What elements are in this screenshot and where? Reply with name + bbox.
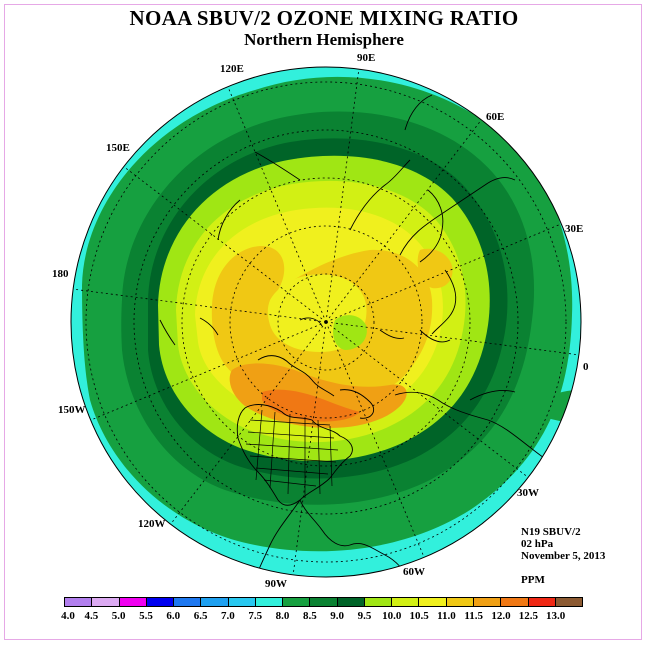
band-8-0-wedge	[520, 390, 575, 425]
colorbar-swatch	[201, 598, 229, 606]
colorbar-tick-label: 8.0	[275, 610, 290, 622]
lon-label-180: 180	[52, 268, 69, 280]
colorbar-swatch	[310, 598, 338, 606]
colorbar-swatch	[392, 598, 420, 606]
lon-label-150e: 150E	[106, 142, 130, 154]
band-11-0-east	[417, 248, 453, 289]
lon-label-30w: 30W	[517, 487, 539, 499]
lon-label-60w: 60W	[403, 566, 425, 578]
colorbar-swatch	[419, 598, 447, 606]
colorbar-swatch	[528, 598, 556, 606]
lon-label-90e: 90E	[357, 52, 376, 64]
colorbar-tick-label: 13.0	[546, 610, 566, 622]
colorbar-swatch	[174, 598, 202, 606]
colorbar-tick-label: 11.5	[464, 610, 484, 622]
colorbar-tick-label: 9.0	[330, 610, 345, 622]
colorbar-tick-label: 5.5	[139, 610, 153, 622]
map-subtitle: Northern Hemisphere	[244, 30, 404, 49]
lon-label-150w: 150W	[58, 404, 86, 416]
colorbar-swatch	[65, 598, 93, 606]
ozone-field	[71, 67, 581, 577]
colorbar-swatch	[364, 598, 393, 606]
colorbar-tick-label: 11.0	[437, 610, 456, 622]
lon-label-120w: 120W	[138, 518, 166, 530]
figure-frame	[4, 4, 642, 640]
graticule	[71, 67, 581, 577]
colorbar-tick-label: 10.5	[409, 610, 429, 622]
colorbar-swatch	[555, 598, 583, 606]
date-label: November 5, 2013	[521, 550, 606, 562]
colorbar-tick-label: 10.0	[382, 610, 402, 622]
colorbar-swatch	[501, 598, 529, 606]
colorbar-swatch	[473, 598, 502, 606]
coastlines	[159, 94, 581, 577]
lon-label-90w: 90W	[265, 578, 287, 590]
colorbar-tick-label: 8.5	[302, 610, 317, 622]
lon-label-0: 0	[583, 361, 589, 373]
colorbar-tick-label: 12.0	[491, 610, 511, 622]
colorbar-tick-label: 6.0	[166, 610, 181, 622]
pressure-level-label: 02 hPa	[521, 538, 554, 550]
colorbar-tick-label: 12.5	[518, 610, 538, 622]
units-label: PPM	[521, 574, 545, 586]
map-title: NOAA SBUV/2 OZONE MIXING RATIO	[129, 6, 519, 30]
colorbar-ticks: 4.0 4.5 5.0 5.5 6.0 6.5 7.0 7.5 8.0 8.5 9.0 9.5 10.0…	[0, 610, 648, 624]
colorbar-swatch	[446, 598, 474, 606]
colorbar-tick-label: 9.5	[357, 610, 372, 622]
lon-label-60e: 60E	[486, 111, 505, 123]
colorbar-swatch	[146, 598, 175, 606]
colorbar-tick-label: 4.0	[61, 610, 75, 622]
colorbar-swatch	[228, 598, 256, 606]
band-12-0	[262, 389, 360, 422]
colorbar-tick-label: 6.5	[193, 610, 208, 622]
colorbar-tick-label: 7.0	[221, 610, 235, 622]
colorbar-swatch	[92, 598, 120, 606]
lon-label-30e: 30E	[565, 223, 584, 235]
band-11-5	[229, 363, 407, 428]
colorbar-swatch	[337, 598, 365, 606]
colorbar-tick-label: 4.5	[84, 610, 99, 622]
map-boundary	[70, 66, 582, 578]
colorbar-swatch	[119, 598, 147, 606]
colorbar-swatch	[283, 598, 311, 606]
lon-label-120e: 120E	[220, 63, 244, 75]
colorbar-tick-label: 5.0	[111, 610, 126, 622]
instrument-label: N19 SBUV/2	[521, 526, 581, 538]
colorbar-swatch	[255, 598, 284, 606]
state-borders	[245, 409, 339, 498]
colorbar-tick-label: 7.5	[248, 610, 263, 622]
colorbar	[64, 597, 583, 607]
